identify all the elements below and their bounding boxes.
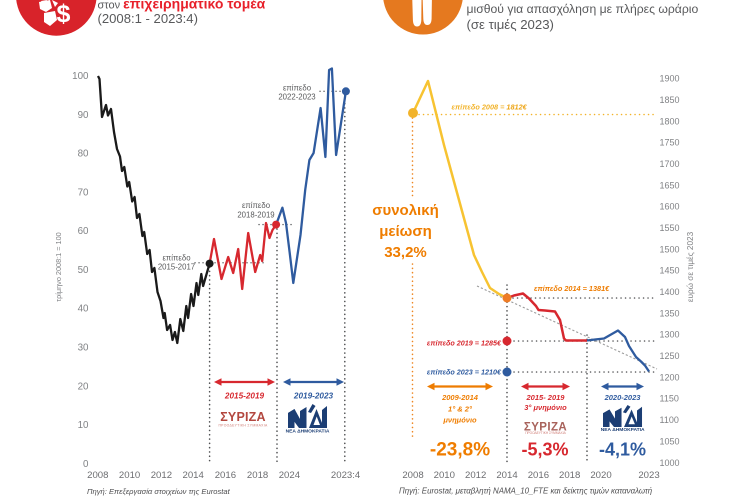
svg-text:2023: 2023 (638, 470, 659, 481)
svg-text:1450: 1450 (660, 266, 680, 276)
svg-text:Πηγή: Eurostat, μεταβλητή NAMA: Πηγή: Eurostat, μεταβλητή NAMA_10_FTE κα… (399, 487, 653, 496)
svg-text:90: 90 (78, 110, 89, 121)
svg-text:1900: 1900 (660, 74, 680, 84)
svg-text:1200: 1200 (660, 372, 680, 382)
svg-text:2020-2023: 2020-2023 (604, 393, 642, 402)
svg-text:2024: 2024 (279, 470, 301, 481)
svg-text:επίπεδο: επίπεδο (283, 84, 312, 93)
svg-text:2012: 2012 (465, 470, 486, 481)
svg-text:ευρώ σε τιμές 2023: ευρώ σε τιμές 2023 (686, 231, 695, 302)
svg-text:1000: 1000 (660, 458, 680, 468)
svg-text:10: 10 (78, 420, 89, 431)
svg-text:1600: 1600 (660, 202, 680, 212)
svg-text:Πηγή: Επεξεργασία στοιχείων τη: Πηγή: Επεξεργασία στοιχείων της Eurostat (87, 487, 231, 496)
svg-text:80: 80 (78, 149, 89, 160)
svg-text:2019-2023: 2019-2023 (293, 392, 334, 401)
svg-text:1650: 1650 (660, 180, 680, 190)
svg-text:ΝΕΑ ΔΗΜΟΚΡΑΤΙΑ: ΝΕΑ ΔΗΜΟΚΡΑΤΙΑ (601, 427, 645, 432)
svg-text:-4,1%: -4,1% (599, 440, 646, 460)
svg-text:μνημόνιο: μνημόνιο (442, 416, 477, 425)
svg-text:2020: 2020 (590, 470, 611, 481)
svg-text:1500: 1500 (660, 244, 680, 254)
svg-text:2009-2014: 2009-2014 (441, 393, 479, 402)
svg-text:επίπεδο: επίπεδο (162, 254, 191, 263)
svg-text:2015-2017: 2015-2017 (158, 262, 195, 271)
svg-text:2018: 2018 (247, 470, 268, 481)
svg-text:2008: 2008 (87, 470, 108, 481)
svg-text:$: $ (57, 0, 71, 28)
svg-text:2015- 2019: 2015- 2019 (526, 393, 566, 402)
svg-text:2016: 2016 (528, 470, 549, 481)
svg-text:1100: 1100 (660, 415, 679, 425)
svg-text:στον επιχειρηματικό τομέα: στον επιχειρηματικό τομέα (98, 0, 266, 12)
svg-text:2018: 2018 (559, 470, 580, 481)
svg-text:1250: 1250 (660, 351, 680, 361)
svg-text:2022-2023: 2022-2023 (278, 93, 315, 102)
svg-text:2018-2019: 2018-2019 (237, 211, 274, 220)
svg-text:30: 30 (78, 343, 89, 354)
svg-text:33,2%: 33,2% (384, 244, 427, 261)
svg-text:2016: 2016 (215, 470, 236, 481)
svg-text:ΠΡΟΟΔΕΥΤΙΚΗ ΣΥΜΜΑΧΙΑ: ΠΡΟΟΔΕΥΤΙΚΗ ΣΥΜΜΑΧΙΑ (218, 424, 268, 428)
svg-text:1400: 1400 (660, 287, 680, 297)
svg-text:3° μνημόνιο: 3° μνημόνιο (524, 403, 567, 412)
svg-text:2008: 2008 (402, 470, 423, 481)
svg-text:μείωση: μείωση (379, 223, 432, 240)
svg-text:τρίμηνο 2008:1 = 100: τρίμηνο 2008:1 = 100 (54, 232, 63, 301)
svg-text:επίπεδο 2019 = 1285€: επίπεδο 2019 = 1285€ (427, 339, 502, 348)
svg-text:100: 100 (72, 71, 89, 82)
svg-text:1550: 1550 (660, 223, 680, 233)
svg-text:1750: 1750 (660, 138, 680, 148)
svg-text:ΠΡΟΟΔΕΥΤΙΚΗ ΣΥΜΜΑΧΙΑ: ΠΡΟΟΔΕΥΤΙΚΗ ΣΥΜΜΑΧΙΑ (525, 431, 566, 435)
svg-text:(2008:1 - 2023:4): (2008:1 - 2023:4) (98, 11, 198, 26)
svg-text:1150: 1150 (660, 394, 679, 404)
svg-text:μισθού για απασχόληση με πλήρε: μισθού για απασχόληση με πλήρες ωράριο (467, 2, 699, 16)
svg-text:συνολική: συνολική (372, 202, 439, 219)
svg-text:1° & 2°: 1° & 2° (448, 405, 473, 414)
svg-text:(σε τιμές 2023): (σε τιμές 2023) (467, 17, 554, 32)
svg-text:40: 40 (78, 304, 89, 315)
svg-text:1700: 1700 (660, 159, 680, 169)
svg-text:20: 20 (78, 381, 89, 392)
svg-text:1300: 1300 (660, 330, 680, 340)
svg-text:επίπεδο 2008 = 1812€: επίπεδο 2008 = 1812€ (452, 103, 528, 112)
svg-text:επίπεδο 2023 = 1210€: επίπεδο 2023 = 1210€ (427, 368, 502, 377)
svg-text:-5,3%: -5,3% (521, 440, 568, 460)
svg-text:1050: 1050 (660, 436, 680, 446)
svg-text:2023:4: 2023:4 (331, 470, 361, 481)
svg-text:70: 70 (78, 187, 89, 198)
svg-text:επίπεδο 2014 = 1381€: επίπεδο 2014 = 1381€ (534, 284, 610, 293)
svg-text:1800: 1800 (660, 116, 680, 126)
svg-text:2012: 2012 (151, 470, 172, 481)
svg-text:2014: 2014 (183, 470, 205, 481)
svg-text:1850: 1850 (660, 95, 680, 105)
svg-text:50: 50 (78, 265, 89, 276)
svg-text:επίπεδο: επίπεδο (242, 201, 271, 210)
svg-text:-23,8%: -23,8% (430, 440, 490, 461)
svg-text:1350: 1350 (660, 308, 680, 318)
svg-text:2014: 2014 (496, 470, 518, 481)
svg-text:ΣΥΡΙΖΑ: ΣΥΡΙΖΑ (220, 410, 266, 424)
svg-text:0: 0 (83, 459, 89, 470)
svg-text:2015-2019: 2015-2019 (224, 392, 265, 401)
svg-text:2010: 2010 (434, 470, 455, 481)
svg-text:ΣΥΡΙΖΑ: ΣΥΡΙΖΑ (524, 422, 567, 434)
svg-text:ΝΕΑ ΔΗΜΟΚΡΑΤΙΑ: ΝΕΑ ΔΗΜΟΚΡΑΤΙΑ (286, 428, 330, 434)
svg-text:60: 60 (78, 226, 89, 237)
svg-text:2010: 2010 (119, 470, 140, 481)
